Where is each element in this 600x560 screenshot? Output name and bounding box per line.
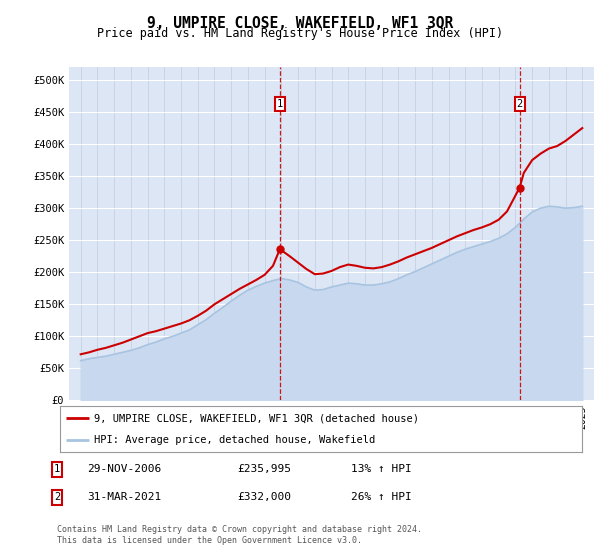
Text: £332,000: £332,000: [237, 492, 291, 502]
Text: 29-NOV-2006: 29-NOV-2006: [87, 464, 161, 474]
Text: 2: 2: [517, 99, 523, 109]
Text: Contains HM Land Registry data © Crown copyright and database right 2024.
This d: Contains HM Land Registry data © Crown c…: [57, 525, 422, 545]
Text: 9, UMPIRE CLOSE, WAKEFIELD, WF1 3QR: 9, UMPIRE CLOSE, WAKEFIELD, WF1 3QR: [147, 16, 453, 31]
Text: 9, UMPIRE CLOSE, WAKEFIELD, WF1 3QR (detached house): 9, UMPIRE CLOSE, WAKEFIELD, WF1 3QR (det…: [94, 413, 419, 423]
Text: £235,995: £235,995: [237, 464, 291, 474]
Text: 1: 1: [54, 464, 60, 474]
Text: 2: 2: [54, 492, 60, 502]
Text: 31-MAR-2021: 31-MAR-2021: [87, 492, 161, 502]
Text: 26% ↑ HPI: 26% ↑ HPI: [351, 492, 412, 502]
Text: 13% ↑ HPI: 13% ↑ HPI: [351, 464, 412, 474]
Text: Price paid vs. HM Land Registry's House Price Index (HPI): Price paid vs. HM Land Registry's House …: [97, 27, 503, 40]
Text: 1: 1: [277, 99, 283, 109]
Text: HPI: Average price, detached house, Wakefield: HPI: Average price, detached house, Wake…: [94, 436, 375, 445]
